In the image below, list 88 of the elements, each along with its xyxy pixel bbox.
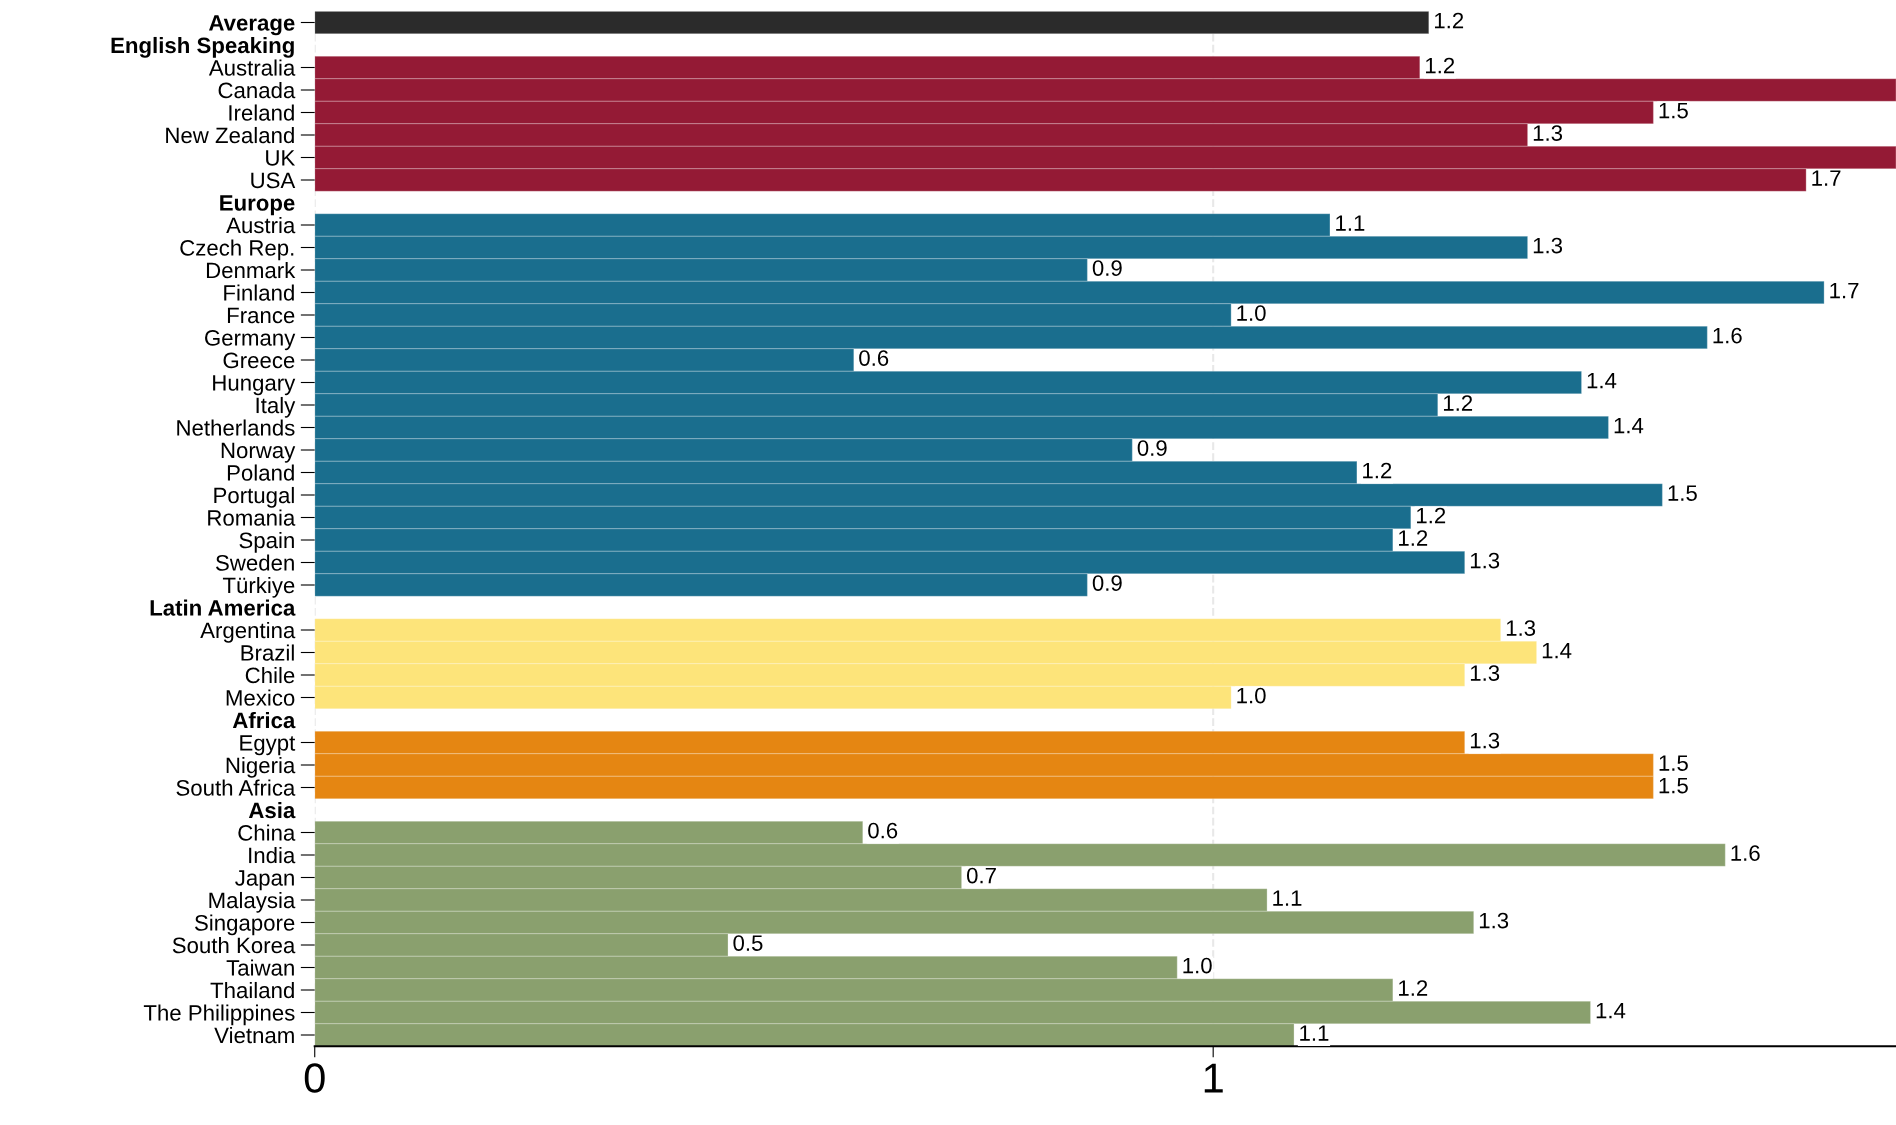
data-label: 1.3	[1533, 125, 1563, 141]
data-label: 1.4	[1614, 417, 1644, 434]
data-label: 1.1	[1300, 1025, 1329, 1041]
y-tick-label: English Speaking	[111, 36, 294, 58]
y-tick-label: Romania	[208, 509, 296, 526]
y-tick-label: Vietnam	[214, 1026, 294, 1044]
y-tick-label: Hungary	[213, 375, 296, 396]
data-label: 1.4	[1587, 372, 1617, 389]
data-label: 1.0	[1183, 957, 1212, 974]
y-tick-label: Taiwan	[226, 959, 294, 976]
bar	[314, 11, 1430, 35]
data-label: 1.2	[1363, 462, 1392, 479]
y-tick-label: France	[227, 307, 295, 324]
y-tick-label: Italy	[256, 396, 296, 418]
y-tick-label: Denmark	[206, 261, 296, 279]
y-tick-label: Thailand	[210, 981, 294, 999]
y-tick-label: Finland	[224, 284, 294, 301]
data-label: 1.5	[1659, 102, 1688, 119]
data-label: 0.6	[859, 350, 889, 366]
y-tick-label: Europe	[220, 195, 295, 216]
y-tick-label: Germany	[205, 330, 296, 351]
data-label: 1.2	[1399, 530, 1428, 546]
y-tick-label: China	[238, 824, 296, 841]
data-label: 1.6	[1713, 327, 1742, 344]
y-tick-label: Canada	[218, 81, 296, 99]
y-tick-label: Malaysia	[209, 891, 296, 913]
x-tick-label: 1	[1204, 1063, 1223, 1093]
y-tick-label: Argentina	[200, 621, 296, 643]
data-label: 1.6	[1731, 845, 1760, 861]
y-tick-label: Japan	[235, 870, 294, 891]
y-tick-label: Average	[208, 15, 295, 36]
data-label: 1.3	[1470, 732, 1500, 749]
data-label: 0.9	[1137, 440, 1167, 456]
data-label: 1.2	[1399, 980, 1428, 996]
data-label: 1.3	[1470, 552, 1500, 569]
data-label: 1.3	[1470, 665, 1500, 681]
data-label: 1.1	[1336, 215, 1365, 231]
data-label: 1.7	[1812, 170, 1841, 186]
y-tick-label: Sweden	[216, 554, 294, 571]
y-tick-label: South Africa	[176, 779, 296, 796]
y-tick-label: Australia	[208, 59, 296, 76]
y-tick-label: The Philippines	[143, 1004, 295, 1026]
data-label: 1.7	[1830, 282, 1859, 299]
data-label: 1.1	[1273, 890, 1302, 906]
data-label: 1.5	[1659, 755, 1688, 771]
y-tick-label: Austria	[226, 216, 296, 234]
y-tick-label: South Korea	[172, 936, 296, 954]
y-tick-label: Singapore	[195, 914, 295, 936]
data-label: 1.2	[1443, 395, 1473, 411]
x-tick-label: 0	[304, 1063, 325, 1093]
data-label: 1.2	[1417, 507, 1446, 524]
y-tick-label: Africa	[232, 711, 296, 729]
y-tick-label: Chile	[245, 666, 295, 684]
y-tick-label: Netherlands	[177, 419, 295, 436]
data-label: 1.2	[1434, 12, 1464, 29]
y-tick-label: Czech Rep.	[180, 239, 294, 261]
data-label: 0.9	[1092, 575, 1122, 591]
y-tick-label: Poland	[227, 464, 294, 481]
data-label: 0.7	[966, 867, 996, 884]
y-tick-label: Mexico	[226, 689, 295, 706]
y-tick-label: Latin America	[150, 599, 296, 616]
data-label: 1.3	[1506, 620, 1536, 636]
y-tick-label: Brazil	[241, 644, 294, 661]
y-tick-label: Nigeria	[226, 756, 296, 778]
y-tick-label: UK	[266, 150, 296, 166]
data-label: 1.2	[1426, 57, 1455, 74]
data-label: 1.5	[1659, 777, 1688, 794]
y-tick-label: Spain	[239, 531, 294, 553]
data-label: 0.9	[1092, 260, 1122, 276]
y-tick-label: USA	[251, 172, 296, 189]
y-tick-label: Portugal	[214, 486, 294, 508]
data-label: 0.6	[868, 822, 898, 839]
data-label: 1.4	[1542, 642, 1572, 659]
data-label: 1.3	[1479, 912, 1509, 929]
y-tick-label: Türkiye	[222, 576, 295, 598]
y-tick-label: New Zealand	[166, 126, 294, 144]
data-label: 1.3	[1533, 237, 1563, 254]
y-tick-label: Egypt	[240, 735, 296, 756]
y-tick-label: India	[249, 846, 296, 864]
y-tick-label: Asia	[248, 801, 296, 819]
y-tick-label: Norway	[221, 442, 296, 463]
data-label: 1.4	[1596, 1002, 1626, 1019]
data-label: 0.5	[733, 935, 763, 951]
y-tick-label: Ireland	[229, 104, 294, 121]
data-label: 1.0	[1237, 687, 1266, 704]
y-tick-label: Greece	[223, 352, 295, 369]
data-label: 1.0	[1237, 305, 1266, 321]
data-label: 1.5	[1668, 485, 1697, 501]
